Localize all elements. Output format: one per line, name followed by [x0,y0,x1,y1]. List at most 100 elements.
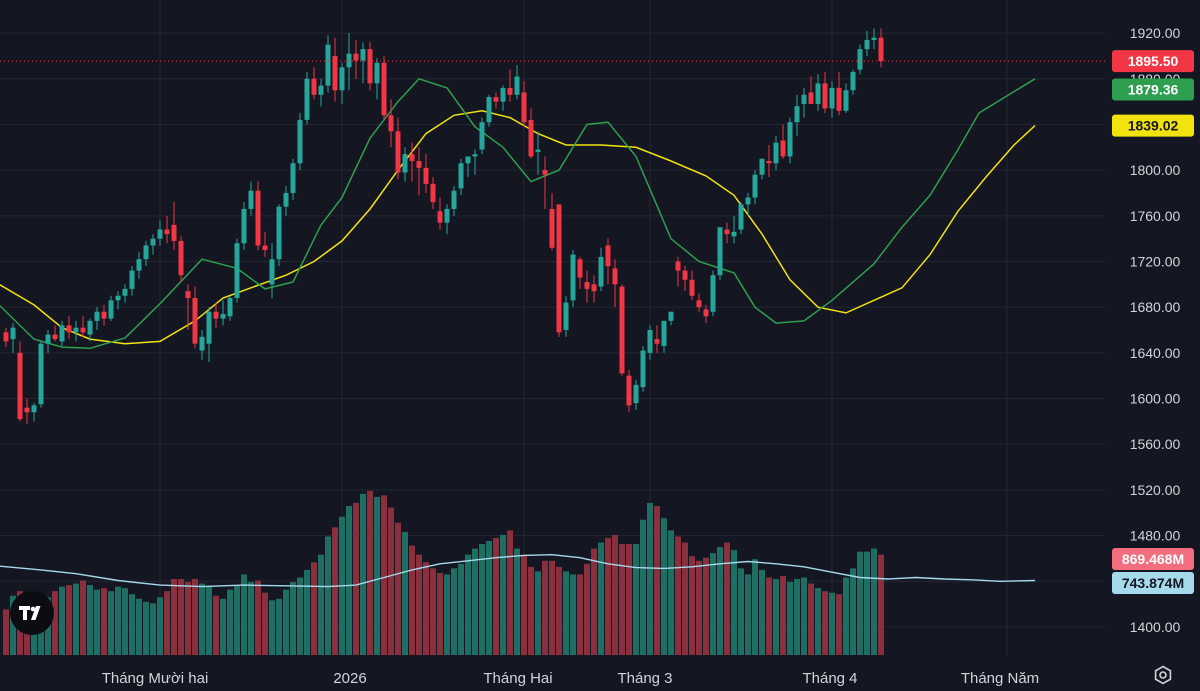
candle-body [689,279,695,296]
candle [129,266,135,296]
candle-body [619,286,625,374]
candle-body [206,311,212,344]
candle [640,345,646,392]
volume-bar [822,591,828,655]
candle [45,330,51,353]
volume-bar [612,534,618,655]
candle [633,380,639,410]
candle-body [654,339,660,344]
candle-body [409,154,415,162]
candle [563,295,569,337]
candle-body [493,97,499,102]
candle [136,252,142,279]
candle [584,270,590,303]
candle [556,204,562,337]
candle-body [346,53,352,68]
candle [535,131,541,175]
candle [17,341,23,422]
candle [668,311,674,326]
candle-body [780,140,786,157]
volume-bar [185,582,191,655]
candle [318,78,324,107]
candle-body [640,350,646,388]
volume-bar [759,569,765,655]
candle-body [80,327,86,333]
time-tick-label: Tháng Mười hai [102,670,209,687]
candle-body [458,163,464,189]
settings-button[interactable] [1152,664,1174,686]
candle-body [150,238,156,246]
candle [115,291,121,310]
volume-bar [262,592,268,655]
candle-body [388,115,394,132]
candle [332,37,338,102]
volume-bar [297,577,303,655]
candle-body [703,309,709,317]
time-tick-label: Tháng Năm [961,670,1039,687]
candle [262,231,268,257]
candle [10,323,16,353]
candles [3,28,884,424]
volume-bar [654,506,660,655]
volume-bar [80,580,86,655]
price-tick-label: 1920.00 [1130,25,1181,41]
tradingview-logo[interactable] [10,591,54,635]
candle-body [675,261,681,271]
candle-body [17,352,23,420]
candle [850,69,856,95]
candle-body [808,92,814,104]
ma-slow-badge: 1839.02 [1112,114,1194,137]
candle-body [66,325,72,333]
candle [752,170,758,205]
candle-body [668,311,674,321]
volume-bar [451,568,457,655]
volume-bar [3,609,9,655]
volume-bar [290,582,296,655]
candle-body [255,190,261,246]
candle [507,69,513,102]
candle [864,30,870,56]
candle [675,256,681,287]
candle [353,39,359,79]
candle [661,320,667,353]
candle-body [542,170,548,175]
candle [871,28,877,50]
time-axis[interactable]: Tháng Mười hai 2026 Tháng Hai Tháng 3 Tháng … [102,670,1039,687]
candle [724,222,730,244]
candle-body [500,87,506,102]
candle [227,295,233,321]
volume-bar [136,598,142,655]
candle [843,83,849,114]
candle-body [416,161,422,168]
volume-bar [745,574,751,655]
candle-body [213,311,219,319]
candle [794,94,800,136]
candle-body [570,254,576,301]
volume-bar [353,503,359,655]
candle [528,108,534,159]
candle-body [3,332,9,342]
volume-bar [388,507,394,655]
candle-body [843,90,849,111]
candle-body [507,87,513,95]
volume-bar [668,530,674,655]
candle [381,55,387,120]
volume-bar [836,594,842,655]
candle-body [164,229,170,235]
volume-bar [493,537,499,655]
volume-bar [52,591,58,655]
candle [458,158,464,196]
candle-body [514,76,520,95]
volume-ma-badge-label: 743.874M [1122,575,1184,591]
candle-body [633,384,639,404]
candle [500,85,506,111]
candle [220,300,226,326]
candle-body [73,327,79,333]
candle [31,403,37,422]
candle-body [451,190,457,209]
candle-body [290,163,296,193]
candle [444,204,450,235]
candle [759,158,765,180]
